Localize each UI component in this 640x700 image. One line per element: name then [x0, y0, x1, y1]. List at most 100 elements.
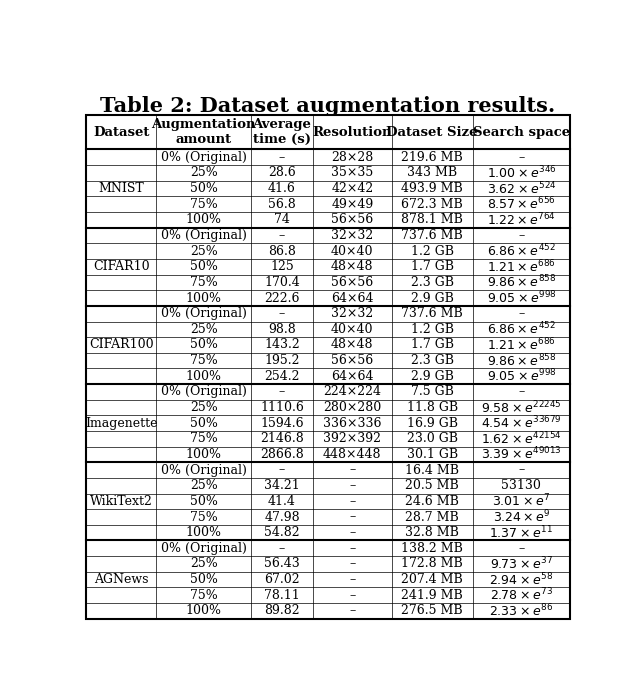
Text: Augmentation
amount: Augmentation amount: [151, 118, 256, 146]
Text: 49×49: 49×49: [332, 197, 374, 211]
Text: –: –: [518, 386, 525, 398]
Text: 50%: 50%: [189, 182, 218, 195]
Text: –: –: [349, 495, 355, 508]
Text: 1594.6: 1594.6: [260, 416, 304, 430]
Text: 25%: 25%: [189, 557, 218, 570]
Text: $3.01\times e^{7}$: $3.01\times e^{7}$: [492, 493, 550, 510]
Text: 56.8: 56.8: [268, 197, 296, 211]
Text: 1.7 GB: 1.7 GB: [411, 339, 454, 351]
Text: 0% (Original): 0% (Original): [161, 150, 246, 164]
Text: 1.7 GB: 1.7 GB: [411, 260, 454, 273]
Text: 35×35: 35×35: [332, 167, 374, 179]
Text: $8.57\times e^{656}$: $8.57\times e^{656}$: [487, 196, 556, 213]
Text: –: –: [279, 542, 285, 555]
Text: AGNews: AGNews: [94, 573, 148, 586]
Text: –: –: [518, 463, 525, 477]
Text: 737.6 MB: 737.6 MB: [401, 229, 463, 242]
Text: 100%: 100%: [186, 604, 221, 617]
Text: 2.3 GB: 2.3 GB: [411, 276, 454, 289]
Text: 143.2: 143.2: [264, 339, 300, 351]
Text: 280×280: 280×280: [323, 401, 381, 414]
Text: $2.78\times e^{73}$: $2.78\times e^{73}$: [490, 587, 553, 603]
Text: Resolution: Resolution: [312, 126, 392, 139]
Text: 737.6 MB: 737.6 MB: [401, 307, 463, 320]
Text: 78.11: 78.11: [264, 589, 300, 602]
Text: 74: 74: [274, 214, 290, 226]
Text: 50%: 50%: [189, 495, 218, 508]
Text: 28×28: 28×28: [332, 150, 374, 164]
Text: 98.8: 98.8: [268, 323, 296, 336]
Text: 50%: 50%: [189, 573, 218, 586]
Text: 40×40: 40×40: [331, 323, 374, 336]
Text: –: –: [279, 386, 285, 398]
Text: Average
time (s): Average time (s): [253, 118, 312, 146]
Text: 50%: 50%: [189, 416, 218, 430]
Text: $1.62\times e^{42154}$: $1.62\times e^{42154}$: [481, 430, 562, 447]
Text: $1.37\times e^{11}$: $1.37\times e^{11}$: [490, 524, 553, 541]
Text: 25%: 25%: [189, 480, 218, 492]
Text: 86.8: 86.8: [268, 245, 296, 258]
Text: 2866.8: 2866.8: [260, 448, 304, 461]
Text: 56×56: 56×56: [332, 214, 374, 226]
Text: 2146.8: 2146.8: [260, 433, 304, 445]
Text: –: –: [349, 557, 355, 570]
Text: 64×64: 64×64: [331, 292, 374, 304]
Text: 41.4: 41.4: [268, 495, 296, 508]
Text: 100%: 100%: [186, 370, 221, 383]
Text: 56.43: 56.43: [264, 557, 300, 570]
Text: 2.9 GB: 2.9 GB: [411, 292, 454, 304]
Text: $1.21\times e^{686}$: $1.21\times e^{686}$: [487, 337, 556, 354]
Text: –: –: [349, 510, 355, 524]
Text: $3.62\times e^{524}$: $3.62\times e^{524}$: [486, 181, 556, 197]
Text: 16.4 MB: 16.4 MB: [405, 463, 459, 477]
Text: 0% (Original): 0% (Original): [161, 307, 246, 320]
Text: 64×64: 64×64: [331, 370, 374, 383]
Text: $1.22\times e^{764}$: $1.22\times e^{764}$: [487, 211, 556, 228]
Text: 138.2 MB: 138.2 MB: [401, 542, 463, 555]
Text: 56×56: 56×56: [332, 276, 374, 289]
Text: 100%: 100%: [186, 526, 221, 539]
Text: 0% (Original): 0% (Original): [161, 463, 246, 477]
Text: 30.1 GB: 30.1 GB: [406, 448, 458, 461]
Text: 222.6: 222.6: [264, 292, 300, 304]
Text: 75%: 75%: [189, 276, 218, 289]
Text: –: –: [349, 463, 355, 477]
Text: Imagenette: Imagenette: [85, 416, 157, 430]
Text: 493.9 MB: 493.9 MB: [401, 182, 463, 195]
Text: 75%: 75%: [189, 510, 218, 524]
Text: 7.5 GB: 7.5 GB: [411, 386, 454, 398]
Text: WikiText2: WikiText2: [90, 495, 152, 508]
Text: $9.58\times e^{22245}$: $9.58\times e^{22245}$: [481, 399, 562, 416]
Text: $6.86\times e^{452}$: $6.86\times e^{452}$: [487, 321, 556, 337]
Text: $1.00\times e^{346}$: $1.00\times e^{346}$: [486, 164, 556, 181]
Text: 28.6: 28.6: [268, 167, 296, 179]
Text: 195.2: 195.2: [264, 354, 300, 367]
Text: 343 MB: 343 MB: [407, 167, 457, 179]
Text: –: –: [349, 480, 355, 492]
Text: –: –: [279, 307, 285, 320]
Text: 1.2 GB: 1.2 GB: [411, 245, 454, 258]
Text: 448×448: 448×448: [323, 448, 381, 461]
Text: –: –: [279, 229, 285, 242]
Text: 0% (Original): 0% (Original): [161, 542, 246, 555]
Text: 2.9 GB: 2.9 GB: [411, 370, 454, 383]
Text: $9.86\times e^{858}$: $9.86\times e^{858}$: [487, 274, 556, 290]
Text: $9.05\times e^{998}$: $9.05\times e^{998}$: [486, 290, 556, 307]
Text: 53130: 53130: [501, 480, 541, 492]
Text: 56×56: 56×56: [332, 354, 374, 367]
Text: 50%: 50%: [189, 260, 218, 273]
Text: 32×32: 32×32: [332, 229, 374, 242]
Text: 34.21: 34.21: [264, 480, 300, 492]
Text: 1110.6: 1110.6: [260, 401, 304, 414]
Text: 75%: 75%: [189, 433, 218, 445]
Text: 40×40: 40×40: [331, 245, 374, 258]
Text: $3.24\times e^{9}$: $3.24\times e^{9}$: [493, 509, 550, 525]
Text: 0% (Original): 0% (Original): [161, 229, 246, 242]
Text: 75%: 75%: [189, 589, 218, 602]
Text: 47.98: 47.98: [264, 510, 300, 524]
Text: 67.02: 67.02: [264, 573, 300, 586]
Text: 28.7 MB: 28.7 MB: [405, 510, 459, 524]
Text: –: –: [518, 542, 525, 555]
Text: –: –: [349, 589, 355, 602]
Text: 41.6: 41.6: [268, 182, 296, 195]
